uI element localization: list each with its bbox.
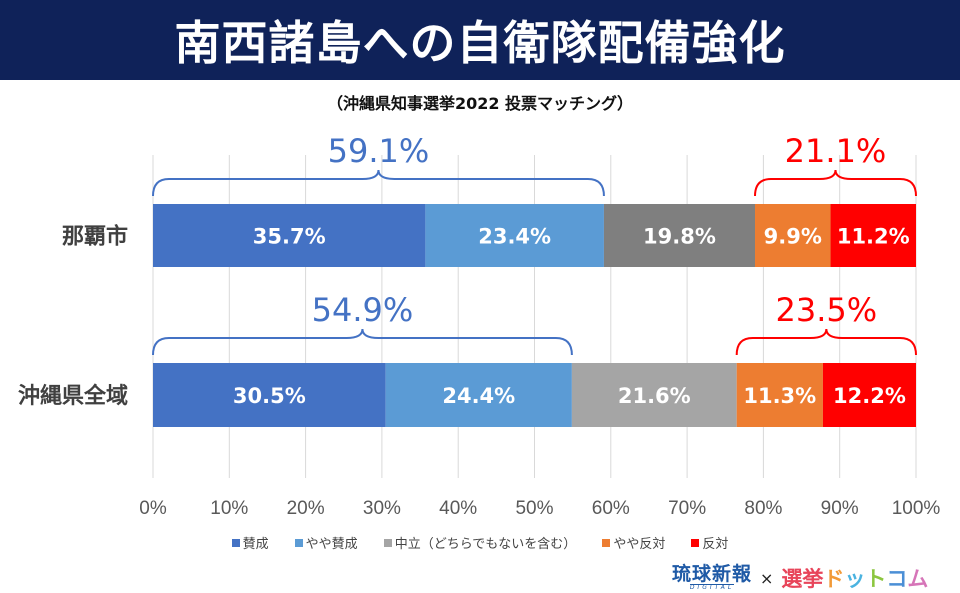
- legend-swatch: [691, 538, 700, 547]
- bar-data-label: 11.2%: [837, 225, 910, 249]
- category-label: 沖縄県全域: [18, 383, 128, 409]
- bar-data-label: 23.4%: [478, 225, 551, 249]
- brace-total-label: 23.5%: [776, 291, 878, 329]
- bar-segment: [830, 204, 916, 267]
- legend-item: やや賛成: [294, 533, 358, 552]
- x-tick-label: 20%: [287, 498, 325, 519]
- bar-data-label: 24.4%: [442, 384, 515, 408]
- brace-support: [152, 169, 605, 197]
- brace-total-label: 54.9%: [312, 291, 414, 329]
- x-tick-label: 50%: [515, 498, 553, 519]
- bar-data-label: 30.5%: [233, 384, 306, 408]
- bar-segment: [755, 204, 831, 267]
- brace-total-label: 21.1%: [785, 132, 887, 170]
- brace-total-label: 59.1%: [328, 132, 430, 170]
- senkyo-dotcom-logo: 選挙ドットコム: [781, 563, 928, 593]
- logo1-main: 琉球新報: [672, 563, 753, 585]
- brace-oppose: [754, 169, 917, 197]
- legend-swatch: [383, 538, 392, 547]
- ryukyu-shimpo-logo: 琉球新報 DIGITAL: [672, 565, 752, 591]
- logo2-char: ト: [865, 567, 887, 591]
- x-tick-label: 0%: [139, 498, 167, 519]
- category-label: 那覇市: [62, 224, 128, 250]
- logo2-char: ッ: [844, 567, 866, 591]
- legend-item: やや反対: [602, 533, 665, 552]
- footer-logos: 琉球新報 DIGITAL × 選挙ドットコム: [672, 563, 928, 593]
- bar-segment: [571, 363, 737, 427]
- x-tick-label: 10%: [210, 498, 248, 519]
- legend-label: 賛成: [242, 537, 269, 552]
- logo2-char: コ: [886, 567, 908, 591]
- bar-data-label: 12.2%: [833, 384, 906, 408]
- subtitle: （沖縄県知事選挙2022 投票マッチング）: [326, 94, 634, 113]
- bar-data-label: 19.8%: [643, 225, 716, 249]
- legend-item: 中立（どちらでもないを含む）: [383, 533, 577, 552]
- x-tick-label: 40%: [439, 498, 477, 519]
- bar-data-label: 9.9%: [764, 225, 822, 249]
- bar-segment: [153, 204, 426, 267]
- brace-oppose: [735, 328, 917, 356]
- legend-swatch: [231, 538, 240, 547]
- bar-segment: [822, 363, 916, 427]
- brace-support: [152, 328, 573, 356]
- title-banner: 南西諸島への自衛隊配備強化: [0, 0, 960, 80]
- legend: 賛成 やや賛成 中立（どちらでもないを含む） やや反対 反対: [0, 533, 960, 552]
- bar-data-label: 35.7%: [253, 225, 326, 249]
- legend-swatch: [602, 538, 611, 547]
- x-tick-label: 60%: [592, 498, 630, 519]
- legend-label: やや反対: [613, 537, 666, 552]
- legend-label: 反対: [702, 537, 729, 552]
- x-tick-label: 80%: [744, 498, 782, 519]
- bar-segment: [425, 204, 604, 267]
- bar-data-label: 21.6%: [618, 384, 691, 408]
- times-symbol: ×: [760, 568, 774, 588]
- bar-segment: [736, 363, 823, 427]
- logo1-sub: DIGITAL: [689, 584, 735, 591]
- bar-data-label: 11.3%: [743, 384, 816, 408]
- legend-item: 賛成: [231, 533, 269, 552]
- legend-item: 反対: [691, 533, 728, 552]
- logo2-char: ド: [823, 567, 845, 591]
- legend-label: やや賛成: [305, 537, 358, 552]
- logo2-char: 挙: [802, 567, 824, 591]
- logo2-char: ム: [907, 567, 929, 591]
- bar-segment: [153, 363, 386, 427]
- x-tick-label: 100%: [892, 498, 941, 519]
- x-tick-label: 90%: [821, 498, 859, 519]
- logo2-char: 選: [781, 567, 803, 591]
- x-tick-label: 70%: [668, 498, 706, 519]
- legend-swatch: [294, 538, 303, 547]
- bar-segment: [385, 363, 572, 427]
- page-title: 南西諸島への自衛隊配備強化: [174, 16, 786, 70]
- x-tick-label: 30%: [363, 498, 401, 519]
- legend-label: 中立（どちらでもないを含む）: [394, 537, 577, 552]
- bar-segment: [603, 204, 756, 267]
